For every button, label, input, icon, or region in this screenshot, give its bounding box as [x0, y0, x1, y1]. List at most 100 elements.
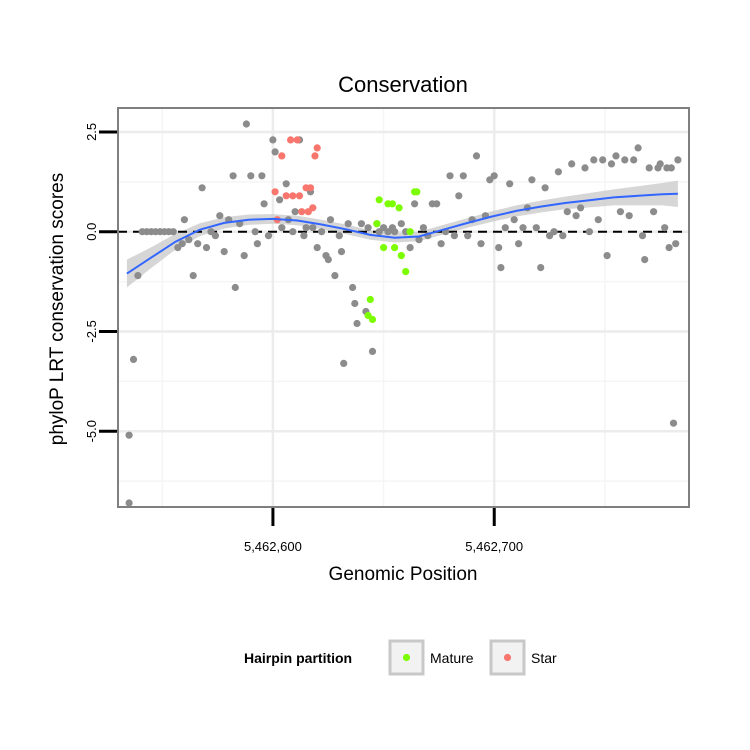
point-star [293, 136, 301, 144]
point-other [563, 208, 571, 216]
point-other [634, 144, 642, 152]
point-other [258, 172, 266, 180]
x-tick-label: 5,462,600 [244, 539, 302, 554]
point-star [295, 192, 304, 200]
point-mature [413, 188, 421, 196]
point-other [364, 224, 372, 232]
point-other [220, 248, 228, 256]
point-other [612, 152, 620, 160]
point-other [477, 240, 485, 248]
point-other [541, 184, 549, 192]
point-other [650, 208, 658, 216]
axis-layer: -5.0 -2.5 0.0 2.5 5,462,600 5,462,700 [84, 123, 523, 554]
point-other [532, 224, 540, 232]
point-other [506, 180, 514, 188]
point-star [309, 204, 317, 212]
smooth-line-layer [126, 192, 678, 275]
point-star [287, 136, 295, 144]
point-other [415, 236, 423, 244]
point-other [630, 156, 638, 164]
point-other [599, 156, 607, 164]
point-other [229, 172, 237, 180]
point-other [202, 244, 211, 252]
point-other [368, 347, 377, 355]
point-other [665, 244, 673, 252]
legend-label-star: Star [531, 650, 557, 666]
point-mature [388, 200, 396, 208]
point-other [625, 212, 633, 220]
point-other [189, 272, 197, 280]
point-other [528, 176, 536, 184]
points-layer [125, 120, 682, 507]
point-other [335, 232, 343, 240]
point-other [260, 200, 268, 208]
point-other [419, 224, 427, 232]
point-other [351, 299, 359, 308]
point-other [672, 240, 680, 248]
point-other [645, 164, 653, 172]
point-other [326, 216, 335, 224]
point-other [515, 240, 523, 248]
panel-border [117, 107, 690, 508]
point-other [406, 244, 414, 252]
point-other [337, 248, 346, 256]
point-other [271, 148, 279, 156]
point-other [550, 228, 558, 236]
point-other [656, 160, 664, 168]
point-other [537, 264, 545, 272]
point-star [271, 188, 279, 196]
series-other [125, 120, 682, 507]
point-other [216, 212, 224, 220]
point-other [231, 283, 239, 292]
point-other [309, 224, 317, 232]
point-other [169, 228, 177, 236]
x-axis-label: Genomic Position [329, 564, 478, 585]
point-mature [368, 315, 377, 324]
point-other [129, 355, 138, 363]
point-other [667, 164, 675, 172]
point-other [247, 172, 255, 180]
point-other [349, 283, 357, 292]
point-mature [366, 295, 374, 304]
legend-title: Hairpin partition [244, 650, 352, 666]
point-other [455, 192, 463, 200]
point-other [302, 224, 310, 232]
y-tick-label: -2.5 [84, 320, 99, 342]
point-other [331, 272, 339, 280]
point-mature [391, 244, 399, 252]
point-other [198, 184, 206, 192]
y-tick-label: -5.0 [84, 420, 99, 442]
point-other [607, 160, 616, 168]
x-tick-label: 5,462,700 [465, 539, 523, 554]
point-other [674, 156, 682, 164]
point-other [353, 319, 361, 328]
series-mature [364, 188, 421, 324]
point-other [559, 232, 567, 240]
point-other [300, 232, 308, 240]
point-other [134, 272, 142, 280]
point-other [490, 172, 498, 180]
point-other [282, 180, 290, 188]
legend-key-mature-dot [402, 653, 411, 662]
point-other [661, 224, 669, 232]
point-other [278, 224, 286, 232]
legend: Hairpin partition Mature Star [244, 639, 557, 676]
point-other [501, 224, 509, 232]
point-other [251, 228, 259, 236]
point-other [324, 256, 332, 264]
point-other [411, 200, 419, 208]
point-other [391, 228, 399, 236]
smooth-fit-line [126, 192, 678, 275]
panel-grid [118, 108, 689, 507]
point-other [641, 256, 649, 264]
point-other [242, 120, 250, 128]
point-other [318, 228, 326, 236]
point-other [344, 220, 352, 228]
point-other [495, 244, 503, 252]
point-other [497, 264, 505, 272]
point-star [278, 152, 286, 160]
point-other [459, 172, 467, 180]
point-other [590, 156, 598, 164]
point-other [437, 240, 445, 248]
point-other [397, 220, 405, 228]
